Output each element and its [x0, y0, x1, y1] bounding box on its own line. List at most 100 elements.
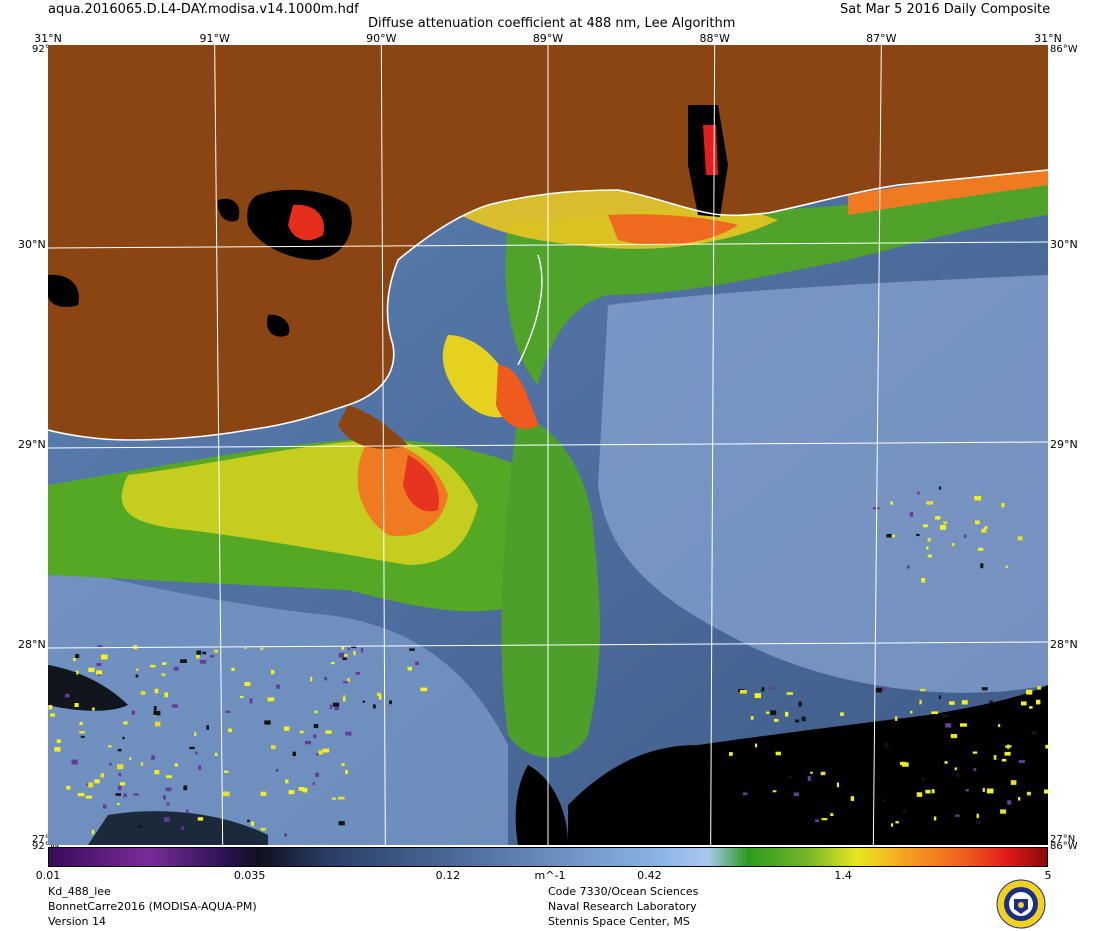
speckle — [77, 793, 85, 797]
speckle — [344, 654, 348, 657]
speckle — [214, 752, 218, 756]
speckle — [181, 826, 185, 830]
speckle — [954, 767, 957, 771]
speckle — [926, 501, 934, 505]
speckle — [325, 730, 332, 734]
speckle — [94, 779, 100, 784]
speckle — [960, 723, 967, 727]
colorbar-tick-label: 0.42 — [637, 869, 662, 882]
speckle — [993, 755, 997, 760]
speckle — [875, 687, 883, 693]
version-label: Version 14 — [48, 915, 106, 928]
speckle — [196, 654, 200, 659]
speckle — [189, 746, 195, 750]
speckle — [97, 645, 103, 648]
speckle — [981, 687, 988, 691]
speckle — [315, 772, 319, 777]
speckle — [407, 666, 412, 671]
speckle — [786, 692, 793, 695]
speckle — [976, 813, 979, 819]
speckle — [153, 710, 161, 716]
speckle — [154, 770, 160, 775]
speckle — [1018, 797, 1021, 801]
speckle — [821, 818, 828, 821]
speckle — [798, 701, 802, 707]
speckle — [151, 755, 155, 760]
lat-label-right: 28°N — [1050, 638, 1078, 651]
speckle — [120, 782, 126, 786]
speckle — [420, 687, 428, 692]
speckle — [902, 809, 906, 813]
speckle — [329, 704, 333, 709]
speckle — [100, 654, 108, 660]
speckle — [285, 779, 289, 784]
parallel-line — [48, 241, 1048, 249]
speckle — [109, 762, 112, 766]
speckle — [765, 711, 770, 714]
product-name: Kd_488_lee — [48, 885, 111, 898]
speckle — [56, 739, 61, 743]
speckle — [923, 524, 928, 528]
speckle — [76, 670, 79, 675]
meridian-line — [380, 45, 386, 845]
speckle — [345, 770, 348, 775]
speckle — [118, 772, 122, 777]
speckle — [773, 719, 779, 722]
speckle — [980, 563, 984, 569]
speckle — [807, 776, 811, 781]
meridian-line — [872, 45, 882, 845]
speckle — [154, 688, 159, 694]
speckle — [330, 662, 335, 665]
speckle — [52, 669, 56, 674]
speckle — [772, 790, 777, 793]
speckle — [332, 702, 340, 707]
speckle — [961, 700, 968, 705]
river-plume-south — [501, 415, 600, 758]
speckle — [155, 721, 161, 727]
speckle — [88, 667, 95, 673]
speckle — [998, 724, 1001, 728]
speckle — [342, 697, 346, 702]
corner-lon-left-top: 92°W — [32, 44, 60, 55]
speckle — [353, 650, 356, 656]
speckle — [312, 782, 315, 786]
speckle — [981, 529, 987, 533]
speckle — [284, 833, 287, 837]
speckle — [100, 773, 105, 778]
speckle — [793, 792, 799, 796]
speckle — [850, 796, 855, 801]
org-line-3: Stennis Space Center, MS — [548, 915, 690, 928]
meridian-line — [214, 45, 224, 845]
offshore-no-data — [568, 685, 1048, 845]
speckle — [91, 829, 95, 835]
speckle — [276, 684, 280, 689]
speckle — [271, 745, 276, 749]
pensacola-plume — [848, 165, 1048, 215]
speckle — [313, 724, 319, 729]
composite-date: Sat Mar 5 2016 Daily Composite — [840, 2, 1051, 17]
speckle — [933, 816, 937, 821]
speckle — [956, 773, 960, 778]
speckle — [314, 710, 318, 714]
speckle — [239, 695, 244, 699]
speckle — [115, 793, 121, 796]
speckle — [140, 691, 146, 695]
speckle — [338, 821, 345, 826]
speckle — [955, 814, 960, 817]
lake-pontchartrain-red — [288, 204, 324, 241]
speckle — [334, 706, 339, 711]
speckle — [729, 752, 733, 756]
speckle — [840, 712, 844, 716]
satellite-map[interactable] — [48, 45, 1048, 845]
speckle — [137, 825, 143, 828]
speckle — [117, 764, 124, 770]
speckle — [925, 789, 931, 794]
speckle — [415, 661, 419, 665]
speckle — [180, 659, 187, 663]
speckle — [1026, 689, 1033, 695]
speckle — [322, 748, 330, 753]
speckle — [884, 742, 889, 748]
speckle — [264, 720, 271, 725]
southwest-clear-water — [48, 565, 508, 845]
speckle — [260, 827, 266, 831]
